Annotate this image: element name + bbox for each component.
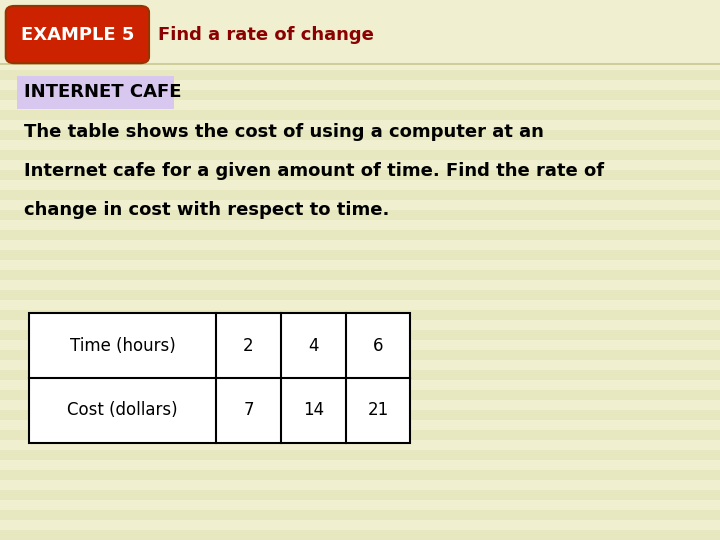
Bar <box>0 130 720 140</box>
Bar <box>0 290 720 300</box>
Bar <box>0 210 720 220</box>
Text: Time (hours): Time (hours) <box>70 336 175 355</box>
Bar <box>0 230 720 240</box>
Bar <box>0 0 720 62</box>
Bar <box>0 70 720 80</box>
Bar <box>0 50 720 60</box>
Bar <box>0 390 720 400</box>
Text: 21: 21 <box>367 401 389 420</box>
Bar <box>0 270 720 280</box>
Bar <box>0 310 720 320</box>
Bar <box>0 150 720 160</box>
Text: change in cost with respect to time.: change in cost with respect to time. <box>24 201 389 219</box>
Text: 2: 2 <box>243 336 253 355</box>
Bar <box>0 30 720 40</box>
Bar <box>0 190 720 200</box>
Text: 7: 7 <box>243 401 253 420</box>
Text: EXAMPLE 5: EXAMPLE 5 <box>21 25 135 44</box>
Bar <box>0 430 720 440</box>
Text: Internet cafe for a given amount of time. Find the rate of: Internet cafe for a given amount of time… <box>24 162 604 180</box>
Text: The table shows the cost of using a computer at an: The table shows the cost of using a comp… <box>24 123 544 141</box>
Bar <box>0 350 720 360</box>
Text: Cost (dollars): Cost (dollars) <box>67 401 178 420</box>
Bar <box>0 90 720 100</box>
Bar <box>0 510 720 520</box>
Bar <box>0 250 720 260</box>
Bar <box>0 470 720 480</box>
Bar <box>0 110 720 120</box>
Bar <box>29 313 410 443</box>
Text: 14: 14 <box>302 401 324 420</box>
Bar <box>0 450 720 460</box>
Text: 4: 4 <box>308 336 318 355</box>
Bar <box>0 530 720 540</box>
FancyBboxPatch shape <box>17 76 174 109</box>
Bar <box>0 170 720 180</box>
FancyBboxPatch shape <box>6 6 149 63</box>
Bar <box>0 370 720 380</box>
Bar <box>0 410 720 420</box>
Bar <box>0 10 720 20</box>
Bar <box>0 490 720 500</box>
Text: Find a rate of change: Find a rate of change <box>158 25 374 44</box>
Text: 6: 6 <box>373 336 383 355</box>
Text: INTERNET CAFE: INTERNET CAFE <box>24 83 181 102</box>
Bar <box>0 330 720 340</box>
